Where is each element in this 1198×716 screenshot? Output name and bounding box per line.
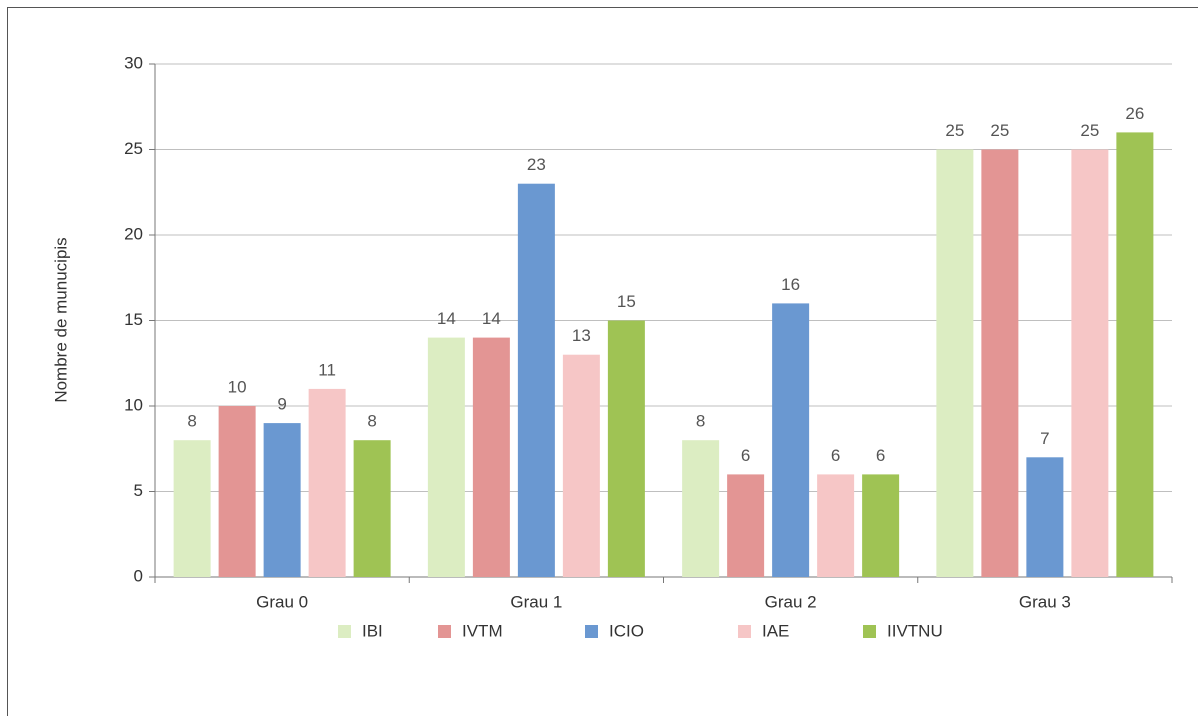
legend-swatch: [863, 625, 876, 638]
legend-label: IIVTNU: [887, 621, 943, 640]
bar: [682, 440, 720, 577]
bar: [517, 183, 555, 577]
data-label: 14: [482, 309, 501, 328]
data-label: 25: [990, 121, 1009, 140]
bar: [353, 440, 391, 577]
data-label: 25: [1080, 121, 1099, 140]
bar: [1116, 132, 1154, 577]
bar: [1071, 149, 1109, 577]
data-label: 23: [527, 155, 546, 174]
bar: [862, 474, 900, 577]
data-label: 8: [367, 412, 376, 431]
y-tick-label: 10: [124, 395, 143, 414]
bar: [607, 320, 645, 577]
data-label: 16: [781, 275, 800, 294]
x-tick-label: Grau 3: [1019, 592, 1071, 611]
data-label: 13: [572, 326, 591, 345]
x-tick-label: Grau 1: [510, 592, 562, 611]
legend-swatch: [438, 625, 451, 638]
data-label: 8: [187, 412, 196, 431]
data-label: 10: [228, 377, 247, 396]
legend-label: IVTM: [462, 621, 503, 640]
legend-swatch: [738, 625, 751, 638]
x-tick-label: Grau 0: [256, 592, 308, 611]
y-axis-label: Nombre de munucipis: [51, 237, 70, 402]
chart-frame: [7, 7, 1198, 716]
bar: [263, 423, 301, 577]
bar: [772, 303, 810, 577]
y-tick-label: 25: [124, 139, 143, 158]
legend-swatch: [338, 625, 351, 638]
bar: [173, 440, 211, 577]
bar: [427, 337, 465, 577]
data-label: 6: [741, 446, 750, 465]
data-label: 9: [277, 395, 286, 414]
data-label: 26: [1125, 104, 1144, 123]
data-label: 11: [318, 360, 336, 379]
y-tick-label: 15: [124, 310, 143, 329]
y-tick-label: 30: [124, 53, 143, 72]
data-label: 15: [617, 292, 636, 311]
bar: [472, 337, 510, 577]
bar: [1026, 457, 1064, 577]
data-label: 6: [831, 446, 840, 465]
y-tick-label: 5: [134, 481, 143, 500]
bar: [981, 149, 1019, 577]
legend-label: ICIO: [609, 621, 644, 640]
data-label: 6: [876, 446, 885, 465]
x-tick-label: Grau 2: [765, 592, 817, 611]
legend-label: IAE: [762, 621, 789, 640]
legend-swatch: [585, 625, 598, 638]
bar: [218, 406, 256, 577]
bar: [817, 474, 855, 577]
data-label: 14: [437, 309, 456, 328]
y-tick-label: 20: [124, 224, 143, 243]
bar: [727, 474, 765, 577]
legend-label: IBI: [362, 621, 383, 640]
y-tick-label: 0: [134, 566, 143, 585]
data-label: 8: [696, 412, 705, 431]
data-label: 25: [945, 121, 964, 140]
bar: [936, 149, 974, 577]
bar: [562, 354, 600, 577]
bar: [308, 388, 346, 577]
data-label: 7: [1040, 429, 1049, 448]
